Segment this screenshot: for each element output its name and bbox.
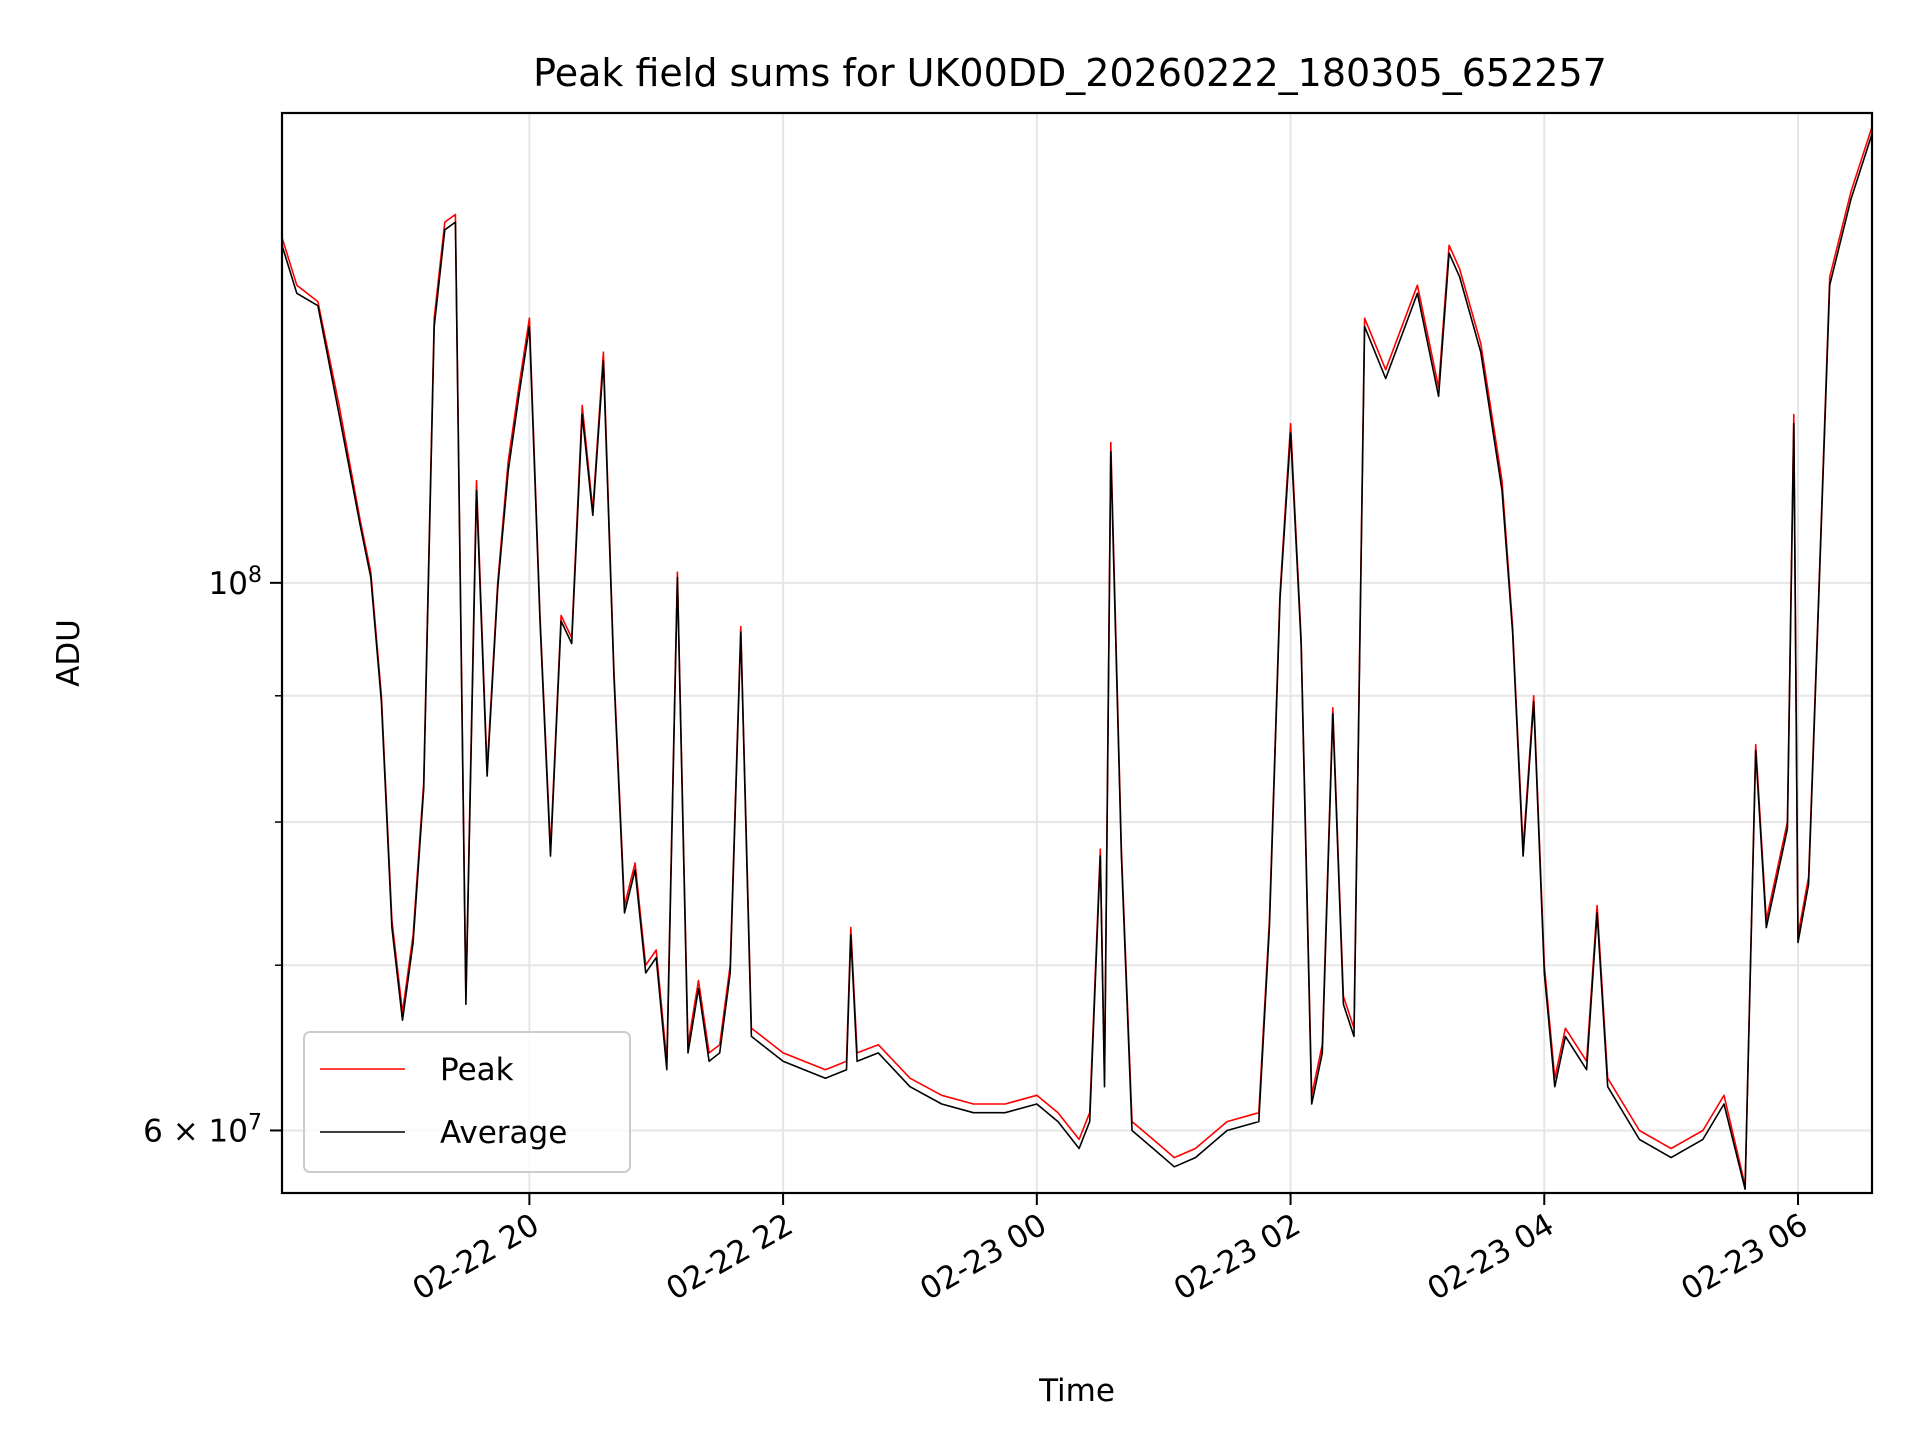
legend-box <box>303 1031 631 1173</box>
series-line-peak <box>281 126 1873 1187</box>
series-line-average <box>281 133 1873 1190</box>
series-layer <box>281 126 1873 1190</box>
legend: Peak Average <box>303 1031 631 1173</box>
x-axis-label: Time <box>1038 1373 1115 1409</box>
y-axis-label: ADU <box>51 619 87 687</box>
legend-label-average: Average <box>440 1115 567 1151</box>
chart-title: Peak field sums for UK00DD_20260222_1803… <box>533 51 1607 95</box>
y-tick-label: 6 × 107 <box>143 1110 262 1149</box>
legend-label-peak: Peak <box>440 1052 514 1088</box>
plot-frame <box>280 111 1874 1195</box>
